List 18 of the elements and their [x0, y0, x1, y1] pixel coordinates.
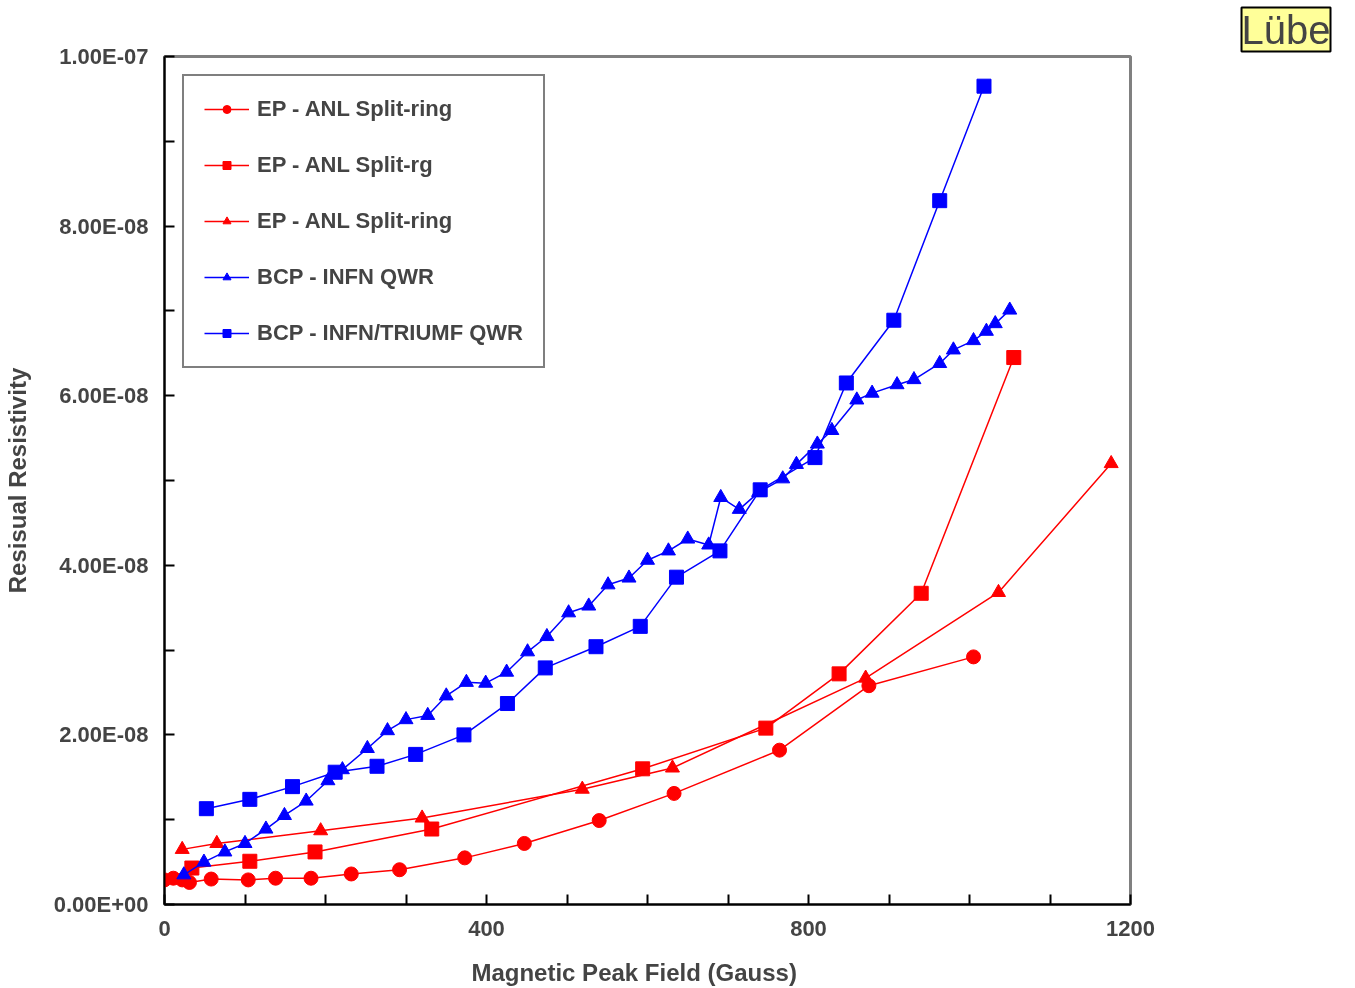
legend-label: BCP - INFN QWR: [257, 264, 434, 290]
x-tick-label: 400: [468, 915, 505, 941]
y-axis-title: Resisual Resistivity: [3, 367, 31, 594]
legend-label: EP - ANL Split-ring: [257, 208, 453, 234]
y-tick-label: 8.00E-08: [59, 213, 149, 239]
x-axis-title: Magnetic Peak Field (Gauss): [471, 958, 797, 986]
y-tick-label: 0.00E+00: [53, 892, 149, 917]
legend-label: EP - ANL Split-ring: [257, 96, 453, 122]
legend-label: EP - ANL Split-rg: [257, 152, 433, 178]
x-tick-label: 1200: [1106, 915, 1155, 941]
y-tick-label: 2.00E-08: [59, 722, 149, 748]
x-tick-label: 800: [790, 915, 827, 941]
y-tick-label: 1.00E-07: [59, 44, 149, 69]
y-tick-label: 6.00E-08: [59, 383, 149, 409]
text: Lübe: [1241, 7, 1331, 52]
x-tick-label: 0: [158, 915, 171, 941]
legend-label: BCP - INFN/TRIUMF QWR: [257, 320, 524, 346]
y-tick-label: 4.00E-08: [59, 552, 149, 578]
